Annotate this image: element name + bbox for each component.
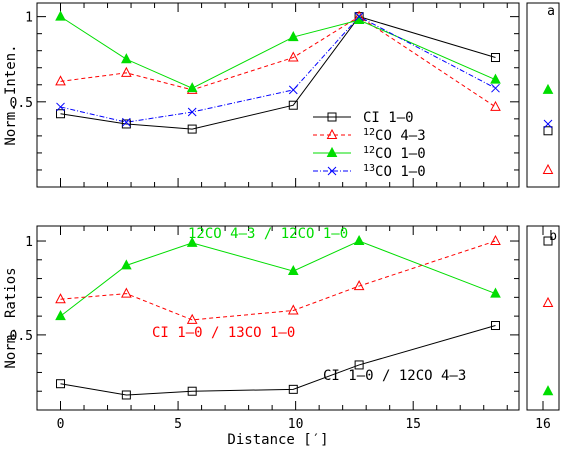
series-line-ci-1-0: [60, 16, 496, 130]
data-point-ci-1-0-12co-4-3: [288, 384, 298, 394]
panel-b-y-axis-title: Norm. Ratios: [3, 267, 19, 368]
panel-b-x-axis-title: Distance [′]: [227, 432, 328, 448]
legend-marker-13co-1-0: [327, 166, 337, 176]
y-tick-label: 0.5: [10, 329, 33, 344]
side-point-12co-4-3: [542, 163, 554, 174]
side-point-ci-1-0-13co-1-0: [542, 296, 554, 307]
data-point-ci-1-0-12co-4-3: [187, 386, 197, 396]
panel-b-side-frame: [526, 225, 560, 411]
y-tick-label: 0.5: [10, 96, 33, 111]
panel-b-side: b 16: [526, 225, 560, 432]
data-point-13co-1-0: [354, 12, 364, 21]
series-label-ci10-12co43: CI 1–0 / 12CO 4–3: [323, 368, 466, 384]
data-point-13co-1-0: [121, 117, 131, 127]
panel-a-side: a: [526, 2, 560, 188]
data-point-12co-4-3-12co-1-0: [121, 259, 132, 270]
data-point-12co-1-0: [121, 53, 132, 64]
data-point-ci-1-0-12co-4-3: [56, 379, 66, 389]
legend-label: 12CO 1–0: [363, 145, 426, 162]
series-line-12co-4-3: [60, 16, 496, 108]
legend-marker-12co-4-3: [326, 128, 338, 139]
data-point-ci-1-0: [121, 119, 131, 129]
side-point-13co-1-0: [543, 119, 553, 129]
panel-a-frame: [36, 2, 520, 188]
panel-a-series-lines: [60, 16, 496, 130]
panel-b-frame: [36, 225, 520, 411]
data-point-12co-1-0: [287, 31, 299, 42]
series-line-13co-1-0: [60, 16, 496, 123]
panel-a-side-label: a: [547, 4, 555, 19]
panel-a-side-markers: [542, 83, 554, 174]
side-point-12co-1-0: [542, 83, 554, 94]
data-point-12co-4-3: [490, 100, 501, 111]
panel-a-y-axis-title: Norm. Inten.: [3, 44, 19, 145]
data-point-13co-1-0: [288, 85, 298, 95]
legend-label: 13CO 1–0: [363, 163, 426, 180]
data-point-ci-1-0-13co-1-0: [55, 293, 66, 304]
series-label-12co43-12co10: 12CO 4–3 / 12CO 1–0: [188, 226, 348, 242]
data-point-12co-1-0: [490, 73, 501, 84]
panel-b-side-markers: [542, 236, 554, 396]
legend-marker-12co-1-0: [326, 146, 338, 157]
data-point-12co-4-3: [287, 51, 299, 62]
data-point-ci-1-0: [490, 53, 500, 63]
data-point-12co-4-3: [55, 75, 66, 86]
panel-a-markers: [55, 10, 501, 134]
panel-b: 0.510 5 10 15 Norm. Ratios Distance [′] 12C…: [3, 225, 520, 448]
series-line-12co-4-3-12co-1-0: [60, 240, 496, 317]
data-point-12co-4-3-12co-1-0: [287, 264, 299, 276]
side-point-ci-1-0-12co-4-3: [543, 236, 553, 246]
side-point-ci-1-0: [543, 126, 553, 136]
data-point-ci-1-0-13co-1-0: [186, 313, 198, 324]
panel-b-series-lines: [60, 240, 496, 396]
side-x-tick-label: 16: [535, 417, 551, 432]
legend-label: 12CO 4–3: [363, 127, 426, 144]
legend-marker-ci-1-0: [327, 112, 337, 122]
x-tick-label: 15: [405, 417, 421, 432]
data-point-12co-1-0: [186, 82, 198, 93]
data-point-13co-1-0: [56, 102, 65, 112]
data-point-12co-4-3: [121, 66, 132, 77]
panel-b-ticks: 0.510 5 10 15: [10, 226, 519, 432]
data-point-ci-1-0-12co-4-3: [354, 360, 364, 370]
data-point-13co-1-0: [187, 107, 197, 117]
x-tick-label: 0: [57, 417, 65, 432]
series-line-12co-1-0: [60, 16, 496, 89]
side-point-12co-4-3-12co-1-0: [542, 385, 554, 396]
data-point-13co-1-0: [491, 83, 500, 93]
legend-entry-13co-1-0: 13CO 1–0: [313, 163, 426, 180]
data-point-ci-1-0-12co-4-3: [121, 390, 131, 400]
panel-b-markers: [55, 234, 501, 400]
series-line-ci-1-0-12co-4-3: [60, 325, 496, 396]
data-point-12co-4-3-12co-1-0: [186, 236, 198, 247]
data-point-ci-1-0-13co-1-0: [490, 234, 501, 246]
series-line-ci-1-0-13co-1-0: [60, 240, 496, 321]
legend-entry-ci-1-0: CI 1–0: [313, 110, 414, 126]
data-point-ci-1-0-13co-1-0: [121, 287, 132, 298]
data-point-ci-1-0-13co-1-0: [353, 280, 365, 291]
series-label-ci10-13co10: CI 1–0 / 13CO 1–0: [152, 325, 295, 341]
data-point-12co-4-3-12co-1-0: [55, 310, 66, 321]
data-point-ci-1-0: [187, 124, 197, 134]
panel-a-side-frame: [526, 2, 560, 188]
x-tick-label: 5: [174, 417, 182, 432]
legend-label: CI 1–0: [363, 110, 414, 126]
data-point-ci-1-0-12co-4-3: [490, 321, 500, 331]
y-tick-label: 1: [25, 11, 33, 26]
data-point-12co-4-3-12co-1-0: [490, 287, 501, 298]
legend-entry-12co-4-3: 12CO 4–3: [313, 127, 426, 144]
panel-a-ticks: 0.51: [10, 3, 519, 188]
data-point-ci-1-0: [56, 109, 66, 119]
data-point-12co-1-0: [55, 10, 66, 21]
legend-entry-12co-1-0: 12CO 1–0: [313, 145, 426, 162]
x-tick-label: 10: [288, 417, 304, 432]
y-tick-label: 1: [25, 235, 33, 250]
panel-b-side-label: b: [549, 229, 557, 244]
data-point-12co-4-3-12co-1-0: [353, 234, 365, 246]
data-point-ci-1-0: [288, 100, 298, 110]
data-point-ci-1-0-13co-1-0: [287, 304, 299, 315]
